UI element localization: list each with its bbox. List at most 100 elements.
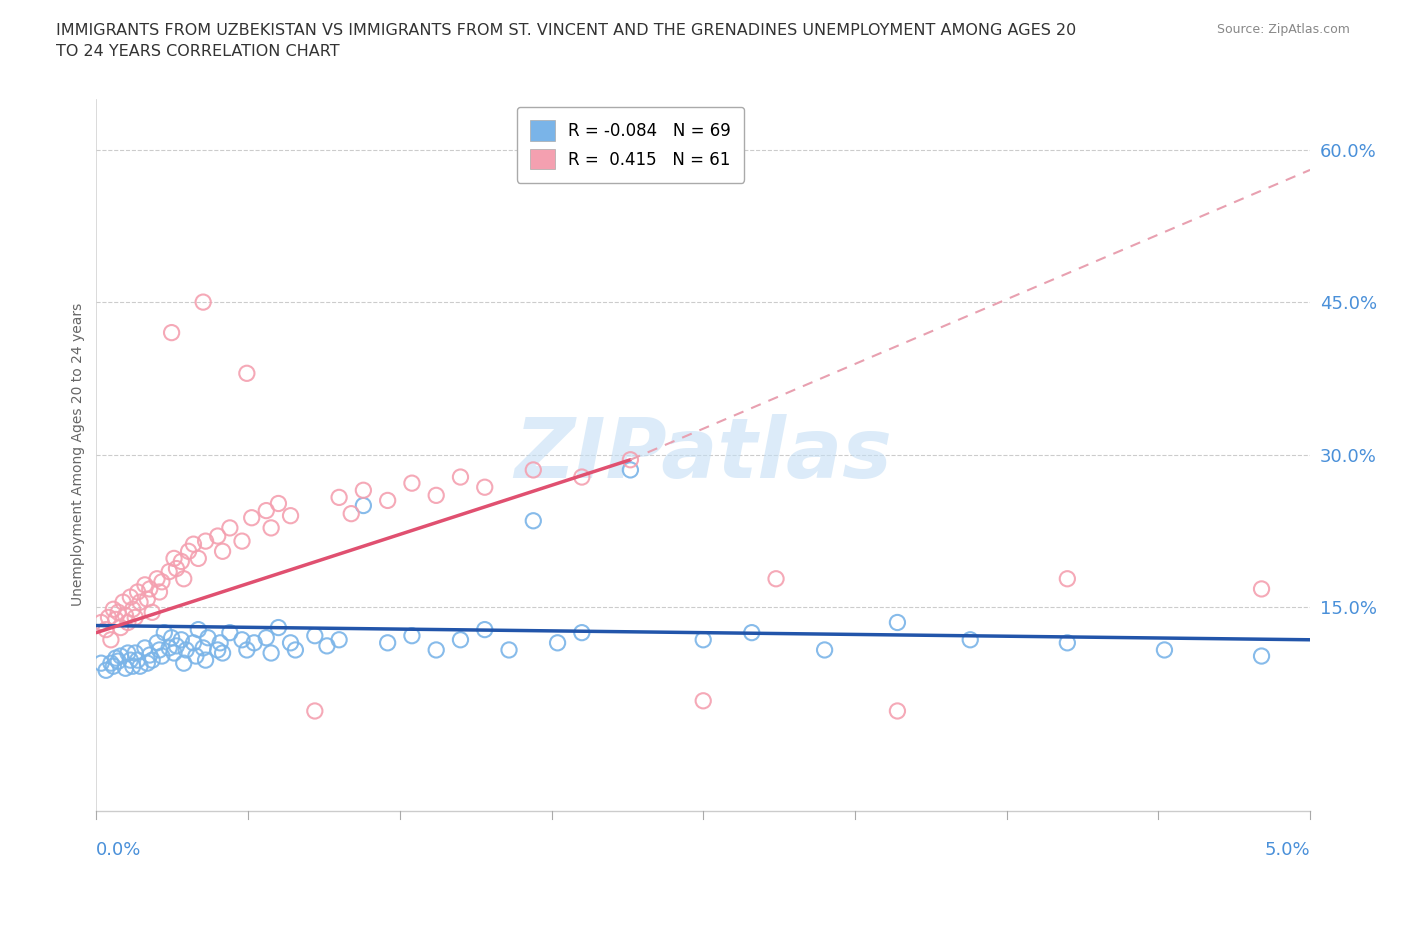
- Point: [207, 528, 229, 543]
- Point: [243, 635, 266, 650]
- Point: [100, 656, 122, 671]
- Point: [117, 645, 139, 660]
- Point: [170, 554, 193, 569]
- Point: [498, 643, 520, 658]
- Point: [328, 490, 350, 505]
- Point: [107, 654, 129, 669]
- Point: [218, 521, 240, 536]
- Point: [174, 643, 197, 658]
- Point: [254, 503, 277, 518]
- Point: [522, 513, 544, 528]
- Point: [100, 632, 122, 647]
- Point: [114, 661, 136, 676]
- Point: [160, 631, 183, 645]
- Text: 0.0%: 0.0%: [97, 842, 142, 859]
- Point: [136, 591, 159, 606]
- Point: [1250, 581, 1272, 596]
- Point: [547, 635, 569, 650]
- Point: [619, 462, 641, 477]
- Point: [146, 571, 169, 586]
- Point: [425, 643, 447, 658]
- Point: [121, 658, 143, 673]
- Point: [173, 571, 195, 586]
- Point: [141, 653, 163, 668]
- Point: [352, 498, 374, 513]
- Point: [183, 635, 205, 650]
- Text: ZIPatlas: ZIPatlas: [515, 414, 893, 495]
- Point: [160, 326, 183, 340]
- Point: [124, 645, 146, 660]
- Point: [352, 483, 374, 498]
- Point: [260, 645, 283, 660]
- Point: [191, 641, 214, 656]
- Point: [231, 632, 253, 647]
- Point: [163, 645, 186, 660]
- Point: [240, 511, 263, 525]
- Point: [813, 643, 835, 658]
- Point: [571, 625, 593, 640]
- Point: [425, 488, 447, 503]
- Point: [127, 653, 149, 668]
- Y-axis label: Unemployment Among Ages 20 to 24 years: Unemployment Among Ages 20 to 24 years: [72, 303, 86, 606]
- Point: [254, 631, 277, 645]
- Point: [886, 703, 908, 718]
- Point: [148, 643, 170, 658]
- Point: [184, 648, 207, 663]
- Point: [328, 632, 350, 647]
- Point: [153, 625, 176, 640]
- Point: [107, 604, 129, 619]
- Point: [120, 590, 142, 604]
- Point: [166, 561, 188, 576]
- Text: Source: ZipAtlas.com: Source: ZipAtlas.com: [1216, 23, 1350, 36]
- Point: [134, 641, 156, 656]
- Point: [194, 534, 217, 549]
- Point: [146, 635, 169, 650]
- Point: [90, 656, 112, 671]
- Point: [150, 575, 173, 590]
- Point: [619, 452, 641, 467]
- Point: [280, 509, 302, 524]
- Legend: R = -0.084   N = 69, R =  0.415   N = 61: R = -0.084 N = 69, R = 0.415 N = 61: [516, 107, 744, 182]
- Point: [157, 641, 180, 656]
- Point: [129, 594, 152, 609]
- Point: [139, 581, 162, 596]
- Point: [120, 653, 142, 668]
- Point: [94, 663, 117, 678]
- Point: [170, 632, 193, 647]
- Point: [236, 365, 259, 380]
- Point: [741, 625, 763, 640]
- Point: [94, 622, 117, 637]
- Point: [1056, 635, 1078, 650]
- Point: [197, 631, 219, 645]
- Point: [97, 610, 120, 625]
- Point: [187, 622, 209, 637]
- Point: [104, 651, 127, 666]
- Point: [191, 295, 214, 310]
- Point: [236, 643, 259, 658]
- Point: [150, 648, 173, 663]
- Point: [103, 602, 125, 617]
- Point: [114, 608, 136, 623]
- Text: IMMIGRANTS FROM UZBEKISTAN VS IMMIGRANTS FROM ST. VINCENT AND THE GRENADINES UNE: IMMIGRANTS FROM UZBEKISTAN VS IMMIGRANTS…: [56, 23, 1077, 60]
- Point: [129, 658, 152, 673]
- Point: [134, 578, 156, 592]
- Point: [139, 647, 162, 662]
- Point: [304, 629, 326, 644]
- Point: [124, 610, 146, 625]
- Point: [117, 615, 139, 630]
- Point: [183, 537, 205, 551]
- Point: [211, 544, 233, 559]
- Point: [104, 612, 127, 627]
- Point: [304, 703, 326, 718]
- Point: [177, 544, 200, 559]
- Point: [571, 470, 593, 485]
- Point: [141, 604, 163, 619]
- Point: [316, 638, 339, 653]
- Point: [1056, 571, 1078, 586]
- Point: [110, 648, 132, 663]
- Point: [211, 645, 233, 660]
- Point: [692, 694, 714, 709]
- Point: [231, 534, 253, 549]
- Point: [136, 656, 159, 671]
- Point: [187, 551, 209, 565]
